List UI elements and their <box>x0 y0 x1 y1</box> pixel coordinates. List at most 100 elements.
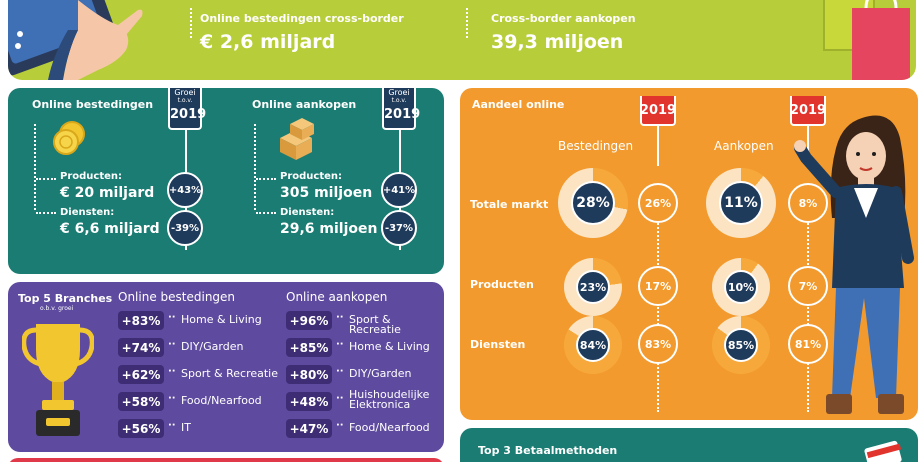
prev-diensten-aankopen: 81% <box>788 324 828 364</box>
dots-h-services-left <box>36 212 56 214</box>
credit-card-icon <box>864 440 902 462</box>
products-label-left: Producten: <box>60 171 123 182</box>
payment-methods-panel: Top 3 Betaalmethoden <box>460 428 918 462</box>
top5-branches-panel: Top 5 Branches o.b.v. groei Online beste… <box>8 282 444 452</box>
ring-producten-bestedingen: 23% <box>564 258 622 316</box>
top5-right-pct-1: +96% <box>286 311 332 330</box>
pill-dots: ·· <box>336 366 344 377</box>
growth-products-left: +43% <box>167 172 203 208</box>
top5-heading-aankopen: Online aankopen <box>286 290 388 304</box>
banner-dots-left <box>190 8 192 38</box>
year-tab-aankopen: 2019 <box>790 96 826 126</box>
payment-title: Top 3 Betaalmethoden <box>478 444 618 457</box>
aandeel-title: Aandeel online <box>472 98 565 111</box>
section-title-bestedingen: Online bestedingen <box>32 98 154 111</box>
pill-dots: ·· <box>168 366 176 377</box>
top5-left-pct-2: +74% <box>118 338 164 357</box>
top5-right-pct-3: +80% <box>286 365 332 384</box>
ring-totale-aankopen: 11% <box>706 168 776 238</box>
pill-dots: ·· <box>168 339 176 350</box>
pill-dots: ·· <box>168 393 176 404</box>
prev-totale-aankopen: 8% <box>788 183 828 223</box>
prev-diensten-bestedingen: 83% <box>638 324 678 364</box>
growth-year-tab-left: Groei t.o.v. 2019 <box>168 88 207 130</box>
top5-left-cat-4: Food/Nearfood <box>181 394 262 407</box>
services-value-left: € 6,6 miljard <box>60 221 160 237</box>
pill-dots: ·· <box>168 420 176 431</box>
pill-dots: ·· <box>168 312 176 323</box>
products-value-left: € 20 miljard <box>60 185 155 201</box>
pill-dots: ·· <box>336 393 344 404</box>
dots-vertical-left <box>34 124 36 210</box>
pill-dots: ·· <box>336 420 344 431</box>
ring-diensten-aankopen: 85% <box>712 316 770 374</box>
top5-left-cat-5: IT <box>181 421 191 434</box>
products-label-right: Producten: <box>280 171 343 182</box>
ring-producten-aankopen: 10% <box>712 258 770 316</box>
top5-left-cat-1: Home & Living <box>181 313 262 326</box>
ring-value: 28% <box>571 181 615 225</box>
banner-label-right: Cross-border aankopen <box>491 12 636 25</box>
tablet-hand-illustration <box>8 0 143 80</box>
banner-block-right: Cross-border aankopen 39,3 miljoen <box>491 12 636 53</box>
banner-value-right: 39,3 miljoen <box>491 31 624 53</box>
growth-services-right: -37% <box>381 210 417 246</box>
services-value-right: 29,6 miljoen <box>280 221 378 237</box>
prev-producten-aankopen: 7% <box>788 266 828 306</box>
row-label-totale-markt: Totale markt <box>470 198 549 211</box>
growth-services-left: -39% <box>167 210 203 246</box>
coins-icon <box>53 121 85 155</box>
growth-tab-year: 2019 <box>384 107 421 122</box>
dots-h-services-right <box>256 212 276 214</box>
ring-diensten-bestedingen: 84% <box>564 316 622 374</box>
year-tab-bestedingen: 2019 <box>640 96 676 126</box>
banner-value-left: € 2,6 miljard <box>200 31 336 53</box>
ring-value: 23% <box>576 270 610 304</box>
year-line-aankopen <box>807 126 809 166</box>
top5-left-pct-1: +83% <box>118 311 164 330</box>
top5-left-pct-3: +62% <box>118 365 164 384</box>
prev-producten-bestedingen: 17% <box>638 266 678 306</box>
online-spending-panel: Online bestedingen Groei t.o.v. 2019 Pro… <box>8 88 444 274</box>
shopping-bags-icon <box>823 0 910 80</box>
next-section-strip <box>8 458 444 462</box>
banner-label-left: Online bestedingen cross-border <box>200 12 404 25</box>
ring-value: 10% <box>724 270 758 304</box>
growth-tab-year: 2019 <box>170 107 207 122</box>
top5-left-pct-5: +56% <box>118 419 164 438</box>
boxes-icon <box>280 118 314 160</box>
dots-vertical-bestedingen <box>657 212 659 412</box>
ring-value: 85% <box>724 328 758 362</box>
row-label-producten: Producten <box>470 278 534 291</box>
section-title-aankopen: Online aankopen <box>252 98 357 111</box>
banner-dots-right <box>466 8 468 38</box>
trophy-icon <box>22 324 94 436</box>
top5-left-cat-2: DIY/Garden <box>181 340 244 353</box>
top5-right-cat-4: Huishoudelijke Elektronica <box>349 388 430 411</box>
services-label-right: Diensten: <box>280 207 335 218</box>
pill-dots: ·· <box>336 312 344 323</box>
top5-right-cat-1: Sport & Recreatie <box>349 313 401 336</box>
top5-right-pct-2: +85% <box>286 338 332 357</box>
dots-vertical-right <box>254 124 256 210</box>
dots-vertical-aankopen <box>807 212 809 412</box>
ring-value: 84% <box>576 328 610 362</box>
growth-tab-line1: Groei <box>174 88 196 97</box>
top5-right-cat-3: DIY/Garden <box>349 367 412 380</box>
prev-totale-bestedingen: 26% <box>638 183 678 223</box>
online-share-panel: Aandeel online 2019 2019 Bestedingen Aan… <box>460 88 918 420</box>
dots-h-products-right <box>256 178 276 180</box>
top5-heading-bestedingen: Online bestedingen <box>118 290 236 304</box>
col-header-bestedingen: Bestedingen <box>558 139 634 153</box>
growth-year-tab-right: Groei t.o.v. 2019 <box>382 88 421 130</box>
banner-block-left: Online bestedingen cross-border € 2,6 mi… <box>200 12 404 53</box>
top5-title: Top 5 Branches <box>18 292 113 305</box>
top5-right-pct-5: +47% <box>286 419 332 438</box>
top5-right-cat-2: Home & Living <box>349 340 430 353</box>
top-banner: Online bestedingen cross-border € 2,6 mi… <box>8 0 916 80</box>
services-label-left: Diensten: <box>60 207 115 218</box>
growth-products-right: +41% <box>381 172 417 208</box>
pill-dots: ·· <box>336 339 344 350</box>
growth-tab-line2: t.o.v. <box>177 97 193 104</box>
